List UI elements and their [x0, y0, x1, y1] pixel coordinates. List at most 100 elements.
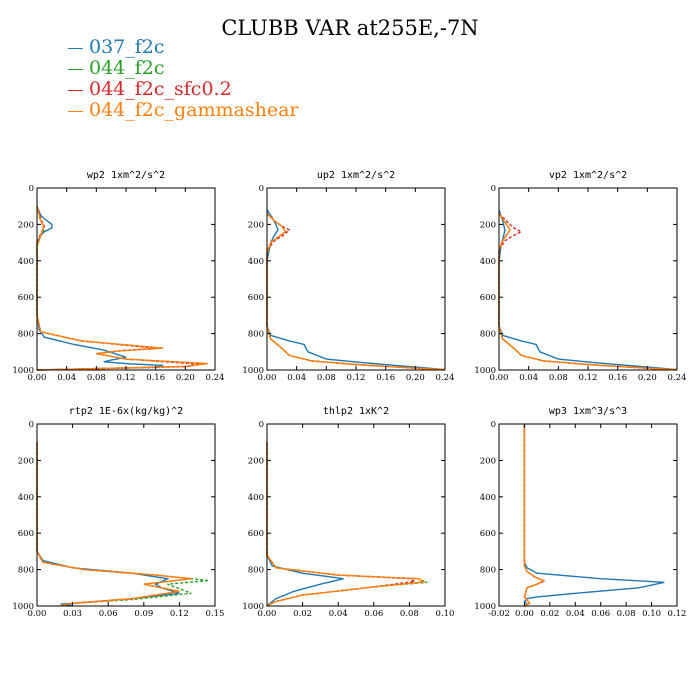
- panel: vp2 1xm^2/s^2 0.00 0.04 0.08 0.12 0.16 0.20 0.2…: [474, 170, 686, 383]
- x-tick-label: 0.08: [549, 373, 568, 383]
- series-line: [36, 442, 210, 607]
- y-tick-label: 800: [248, 330, 264, 340]
- x-tick-label: 0.04: [519, 373, 538, 383]
- y-tick-label: 800: [480, 330, 496, 340]
- x-tick-label: 0.00: [258, 373, 277, 383]
- x-tick-label: 0.06: [364, 609, 383, 619]
- series-line: [266, 442, 426, 607]
- series-line: [36, 442, 192, 607]
- x-tick-label: 0.16: [608, 373, 627, 383]
- plot-frame: [36, 187, 216, 371]
- x-tick-label: 0.08: [617, 609, 636, 619]
- y-tick-label: 1000: [12, 366, 34, 376]
- series-line: [498, 213, 678, 371]
- x-tick-label: 0.08: [400, 609, 419, 619]
- panel: rtp2 1E-6x(kg/kg)^2 0.00 0.03 0.06 0.09 0.12 0…: [12, 406, 224, 619]
- y-tick-label: 0: [29, 420, 34, 430]
- legend-label: 037_f2c: [89, 36, 165, 58]
- series-line: [266, 442, 428, 607]
- panel-title: thlp2 1xK^2: [323, 406, 389, 417]
- legend-swatch: [68, 110, 83, 112]
- legend-entry: 037_f2c: [68, 37, 299, 58]
- series-line: [36, 442, 180, 607]
- panel-title: up2 1xm^2/s^2: [317, 170, 395, 181]
- x-tick-label: 0.02: [540, 609, 559, 619]
- x-tick-label: 0.08: [317, 373, 336, 383]
- legend-swatch: [68, 68, 83, 70]
- series-line: [266, 213, 446, 371]
- panel: wp2 1xm^2/s^2 0.00 0.04 0.08 0.12 0.16 0.20 0.2…: [12, 170, 224, 383]
- y-tick-label: 1000: [12, 602, 34, 612]
- x-tick-label: 0.20: [176, 373, 195, 383]
- x-tick-label: 0.24: [668, 373, 687, 383]
- y-tick-label: 200: [248, 456, 264, 466]
- x-tick-label: 0.04: [57, 373, 76, 383]
- x-tick-label: 0.15: [206, 609, 225, 619]
- x-tick-label: 0.12: [668, 609, 687, 619]
- series-line: [523, 424, 665, 607]
- x-tick-label: 0.12: [347, 373, 366, 383]
- x-tick-label: 0.12: [170, 609, 189, 619]
- series-line: [523, 424, 547, 607]
- series-line: [36, 205, 164, 371]
- legend-swatch: [68, 47, 83, 49]
- x-tick-label: 0.16: [146, 373, 165, 383]
- legend-swatch: [68, 89, 83, 91]
- x-tick-label: 0.24: [206, 373, 225, 383]
- y-tick-label: 600: [480, 293, 496, 303]
- y-tick-label: 200: [248, 220, 264, 230]
- x-tick-label: 0.06: [99, 609, 118, 619]
- plot-frame: [36, 423, 216, 607]
- panel: up2 1xm^2/s^2 0.00 0.04 0.08 0.12 0.16 0.20 0.2…: [242, 170, 454, 383]
- panel-title: wp2 1xm^2/s^2: [87, 170, 165, 181]
- series-line: [36, 205, 201, 371]
- x-tick-label: 0.20: [638, 373, 657, 383]
- plot-frame: [498, 423, 678, 607]
- series-line: [266, 442, 418, 607]
- y-tick-label: 600: [480, 529, 496, 539]
- legend-label: 044_f2c_gammashear: [89, 99, 299, 121]
- plot-frame: [498, 187, 678, 371]
- x-tick-label: 0.09: [134, 609, 153, 619]
- panel-title: rtp2 1E-6x(kg/kg)^2: [69, 406, 183, 417]
- x-tick-label: 0.04: [329, 609, 348, 619]
- y-tick-label: 1000: [242, 602, 264, 612]
- panel-title: wp3 1xm^3/s^3: [549, 406, 627, 417]
- y-tick-label: 200: [18, 456, 34, 466]
- y-tick-label: 400: [18, 493, 34, 503]
- legend-entry: 044_f2c: [68, 58, 299, 79]
- series-line: [266, 209, 446, 371]
- x-tick-label: 0.00: [258, 609, 277, 619]
- legend-entry: 044_f2c_gammashear: [68, 100, 299, 121]
- y-tick-label: 600: [248, 529, 264, 539]
- y-tick-label: 400: [480, 493, 496, 503]
- x-tick-label: 0.03: [63, 609, 82, 619]
- x-tick-label: 0.10: [642, 609, 661, 619]
- y-tick-label: 0: [491, 420, 496, 430]
- y-tick-label: 400: [18, 257, 34, 267]
- y-tick-label: 800: [248, 566, 264, 576]
- x-tick-label: 0.00: [515, 609, 534, 619]
- x-tick-label: -0.02: [488, 609, 510, 619]
- page-title: CLUBB VAR at255E,-7N: [221, 16, 479, 40]
- x-tick-label: 0.04: [287, 373, 306, 383]
- panel: wp3 1xm^3/s^3 -0.02 0.00 0.02 0.04 0.06 0.08 0.…: [474, 406, 686, 619]
- y-tick-label: 0: [259, 420, 264, 430]
- y-tick-label: 1000: [242, 366, 264, 376]
- x-tick-label: 0.08: [87, 373, 106, 383]
- plot-frame: [266, 423, 446, 607]
- series-line: [498, 213, 678, 371]
- x-tick-label: 0.06: [591, 609, 610, 619]
- y-tick-label: 400: [248, 257, 264, 267]
- y-tick-label: 1000: [474, 366, 496, 376]
- y-tick-label: 0: [491, 184, 496, 194]
- series-line: [266, 213, 446, 371]
- series-line: [36, 206, 208, 371]
- legend-label: 044_f2c: [89, 57, 165, 79]
- y-tick-label: 800: [18, 566, 34, 576]
- y-tick-label: 600: [248, 293, 264, 303]
- y-tick-label: 800: [18, 330, 34, 340]
- y-tick-label: 800: [480, 566, 496, 576]
- legend-label: 044_f2c_sfc0.2: [89, 78, 232, 100]
- x-tick-label: 0.12: [117, 373, 136, 383]
